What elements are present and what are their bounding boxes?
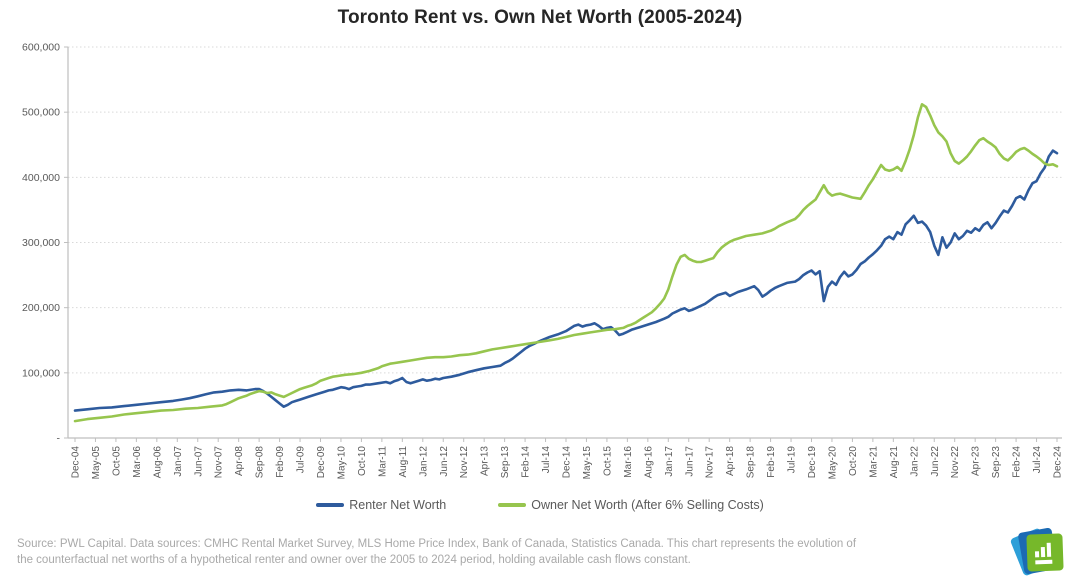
svg-text:Aug-16: Aug-16 <box>643 446 654 479</box>
legend-label-renter: Renter Net Worth <box>349 498 447 512</box>
svg-text:Nov-22: Nov-22 <box>950 446 961 479</box>
svg-text:Apr-08: Apr-08 <box>234 446 245 476</box>
svg-text:Jan-12: Jan-12 <box>418 446 429 477</box>
svg-text:Oct-05: Oct-05 <box>111 446 122 476</box>
svg-text:Dec-19: Dec-19 <box>807 446 818 479</box>
svg-text:Feb-14: Feb-14 <box>521 446 532 478</box>
svg-text:Mar-11: Mar-11 <box>377 446 388 477</box>
legend-item-renter: Renter Net Worth <box>316 498 446 512</box>
svg-text:Apr-23: Apr-23 <box>971 446 982 476</box>
renter-line-swatch <box>316 503 345 507</box>
svg-text:Feb-24: Feb-24 <box>1012 446 1023 478</box>
svg-text:Dec-14: Dec-14 <box>562 446 573 479</box>
svg-text:Jun-17: Jun-17 <box>684 446 695 477</box>
svg-text:Aug-11: Aug-11 <box>398 446 409 478</box>
svg-text:Dec-04: Dec-04 <box>71 446 82 479</box>
svg-text:May-20: May-20 <box>827 446 838 480</box>
bar-chart-icon <box>1034 542 1053 564</box>
svg-text:Jul-14: Jul-14 <box>541 446 552 474</box>
svg-text:Oct-10: Oct-10 <box>357 446 368 476</box>
svg-text:Sep-08: Sep-08 <box>255 446 266 479</box>
owner-line-swatch <box>498 503 527 507</box>
svg-text:500,000: 500,000 <box>22 107 60 119</box>
svg-text:Jul-24: Jul-24 <box>1032 446 1043 474</box>
svg-text:Dec-09: Dec-09 <box>316 446 327 479</box>
chart-title: Toronto Rent vs. Own Net Worth (2005-202… <box>337 7 743 28</box>
svg-text:Dec-24: Dec-24 <box>1053 446 1064 479</box>
logo-front-card <box>1026 533 1064 572</box>
svg-text:Apr-18: Apr-18 <box>725 446 736 476</box>
svg-text:Sep-13: Sep-13 <box>500 446 511 479</box>
svg-text:-: - <box>57 433 61 445</box>
svg-text:Nov-12: Nov-12 <box>459 446 470 479</box>
legend-label-owner: Owner Net Worth (After 6% Selling Costs) <box>531 498 764 512</box>
svg-text:Oct-20: Oct-20 <box>848 446 859 476</box>
svg-text:Jul-09: Jul-09 <box>296 446 307 474</box>
svg-text:Jun-22: Jun-22 <box>930 446 941 477</box>
chart-legend: Renter Net Worth Owner Net Worth (After … <box>0 498 1080 512</box>
svg-text:300,000: 300,000 <box>22 237 60 249</box>
svg-text:Aug-21: Aug-21 <box>889 446 900 479</box>
svg-text:May-15: May-15 <box>582 446 593 480</box>
svg-text:Mar-21: Mar-21 <box>868 446 879 478</box>
svg-text:Jun-07: Jun-07 <box>193 446 204 477</box>
pwl-bar-chart-logo <box>1009 526 1066 578</box>
svg-text:Feb-09: Feb-09 <box>275 446 286 478</box>
svg-text:200,000: 200,000 <box>22 302 60 314</box>
svg-text:400,000: 400,000 <box>22 172 60 184</box>
svg-text:Jan-07: Jan-07 <box>173 446 184 477</box>
svg-text:Nov-07: Nov-07 <box>214 446 225 479</box>
svg-text:100,000: 100,000 <box>22 367 60 379</box>
svg-text:Jun-12: Jun-12 <box>439 446 450 477</box>
svg-text:Sep-18: Sep-18 <box>746 446 757 479</box>
source-note: Source: PWL Capital. Data sources: CMHC … <box>17 538 857 567</box>
svg-text:600,000: 600,000 <box>22 42 60 54</box>
svg-text:Oct-15: Oct-15 <box>602 446 613 476</box>
svg-text:May-05: May-05 <box>91 446 102 480</box>
svg-text:Apr-13: Apr-13 <box>480 446 491 476</box>
svg-text:Mar-16: Mar-16 <box>623 446 634 478</box>
svg-text:Jul-19: Jul-19 <box>787 446 798 474</box>
svg-text:Jan-22: Jan-22 <box>909 446 920 477</box>
svg-text:Aug-06: Aug-06 <box>152 446 163 479</box>
svg-text:Sep-23: Sep-23 <box>991 446 1002 479</box>
legend-item-owner: Owner Net Worth (After 6% Selling Costs) <box>498 498 764 512</box>
svg-text:Jan-17: Jan-17 <box>664 446 675 477</box>
svg-text:Feb-19: Feb-19 <box>766 446 777 478</box>
svg-text:Nov-17: Nov-17 <box>705 446 716 479</box>
svg-text:May-10: May-10 <box>336 446 347 480</box>
svg-text:Mar-06: Mar-06 <box>132 446 143 478</box>
